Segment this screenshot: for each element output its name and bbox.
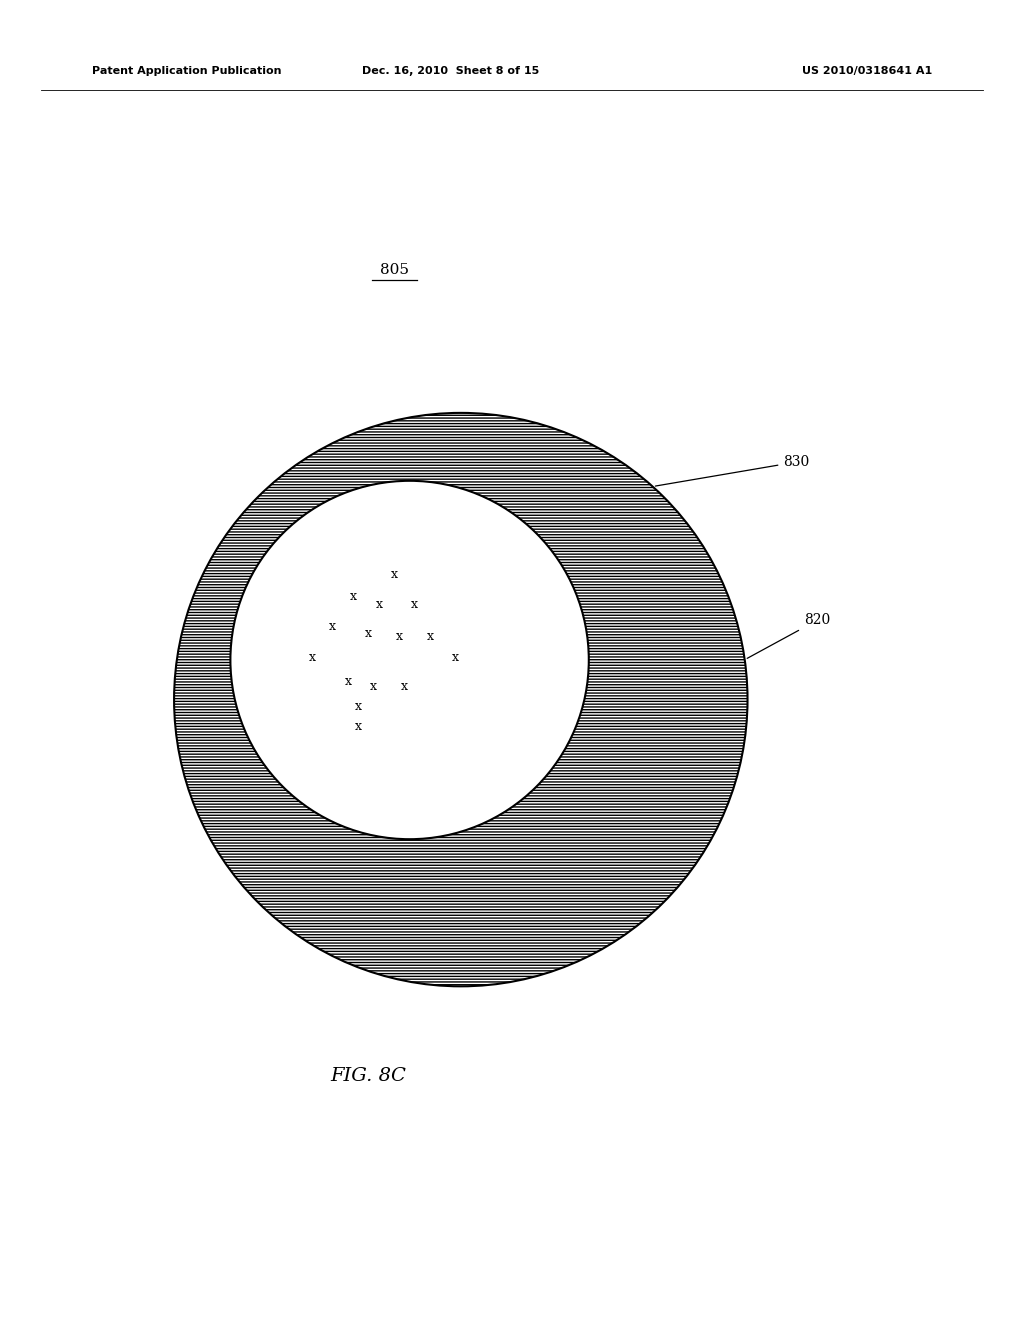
- Text: 830: 830: [655, 455, 810, 486]
- Text: x: x: [427, 630, 433, 643]
- Text: x: x: [330, 620, 336, 634]
- Ellipse shape: [174, 413, 748, 986]
- Text: x: x: [355, 700, 361, 713]
- Text: x: x: [371, 680, 377, 693]
- Text: x: x: [391, 568, 397, 581]
- Text: x: x: [350, 590, 356, 603]
- Text: FIG. 8C: FIG. 8C: [331, 1067, 407, 1085]
- Text: x: x: [366, 627, 372, 640]
- Text: US 2010/0318641 A1: US 2010/0318641 A1: [802, 66, 932, 77]
- Text: 820: 820: [748, 614, 830, 659]
- Text: x: x: [412, 598, 418, 611]
- Text: x: x: [401, 680, 408, 693]
- Text: x: x: [376, 598, 382, 611]
- Ellipse shape: [230, 480, 589, 840]
- Text: x: x: [355, 719, 361, 733]
- Text: Dec. 16, 2010  Sheet 8 of 15: Dec. 16, 2010 Sheet 8 of 15: [361, 66, 540, 77]
- Text: x: x: [309, 651, 315, 664]
- Text: x: x: [453, 651, 459, 664]
- Text: 805: 805: [380, 263, 409, 277]
- Text: x: x: [396, 630, 402, 643]
- Text: Patent Application Publication: Patent Application Publication: [92, 66, 282, 77]
- Text: x: x: [345, 675, 351, 688]
